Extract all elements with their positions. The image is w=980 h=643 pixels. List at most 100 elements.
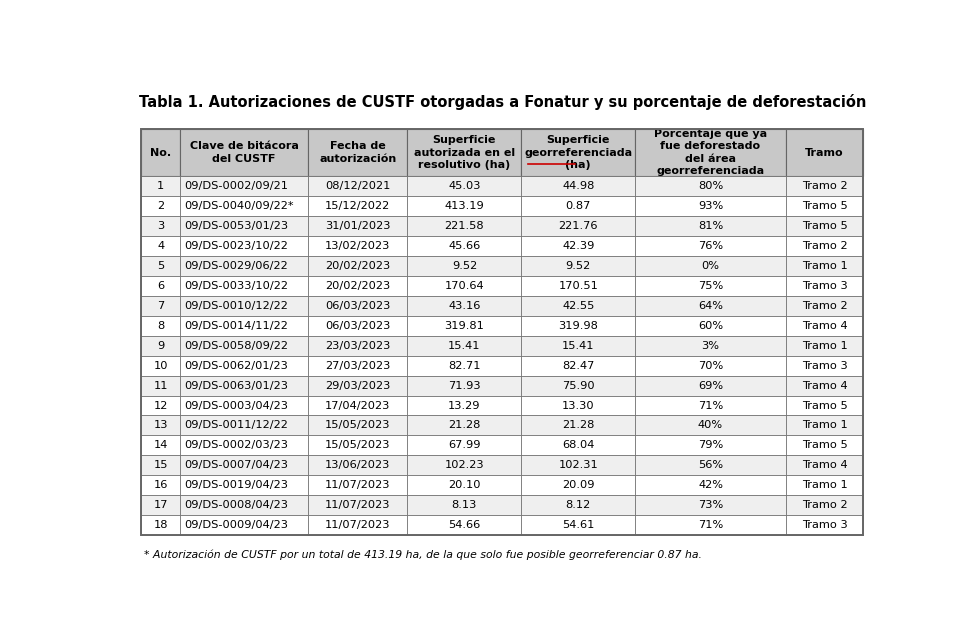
Bar bbox=[635, 356, 786, 376]
Bar bbox=[141, 395, 179, 415]
Text: 21.28: 21.28 bbox=[448, 421, 480, 430]
Text: 93%: 93% bbox=[698, 201, 723, 211]
Text: Porcentaje que ya
fue deforestado
del área
georreferenciada: Porcentaje que ya fue deforestado del ár… bbox=[654, 129, 767, 176]
Bar bbox=[408, 475, 521, 495]
Bar bbox=[141, 316, 179, 336]
Text: 71%: 71% bbox=[698, 401, 723, 410]
Text: Tramo 2: Tramo 2 bbox=[802, 500, 848, 511]
Text: 09/DS-0062/01/23: 09/DS-0062/01/23 bbox=[184, 361, 288, 370]
Text: 06/03/2023: 06/03/2023 bbox=[325, 301, 391, 311]
Bar bbox=[521, 276, 635, 296]
Text: Superficie
autorizada en el
resolutivo (ha): Superficie autorizada en el resolutivo (… bbox=[414, 135, 514, 170]
Bar bbox=[309, 256, 408, 276]
Bar bbox=[141, 356, 179, 376]
Bar bbox=[179, 196, 309, 216]
Bar bbox=[786, 336, 863, 356]
Text: 21.28: 21.28 bbox=[563, 421, 595, 430]
Bar bbox=[141, 196, 179, 216]
Bar bbox=[179, 415, 309, 435]
Text: Tramo 5: Tramo 5 bbox=[802, 401, 848, 410]
Text: Tramo 4: Tramo 4 bbox=[802, 460, 848, 470]
Text: 56%: 56% bbox=[698, 460, 723, 470]
Bar bbox=[635, 276, 786, 296]
Bar bbox=[179, 475, 309, 495]
Text: 8: 8 bbox=[157, 321, 165, 331]
Text: 45.03: 45.03 bbox=[448, 181, 480, 191]
Text: 14: 14 bbox=[154, 440, 168, 450]
Bar bbox=[309, 515, 408, 535]
Text: 170.51: 170.51 bbox=[559, 281, 598, 291]
Bar bbox=[786, 216, 863, 236]
Bar bbox=[179, 316, 309, 336]
Bar bbox=[141, 515, 179, 535]
Bar bbox=[408, 336, 521, 356]
Bar bbox=[141, 256, 179, 276]
Bar bbox=[179, 216, 309, 236]
Text: 16: 16 bbox=[154, 480, 168, 490]
Text: Clave de bitácora
del CUSTF: Clave de bitácora del CUSTF bbox=[189, 141, 299, 164]
Bar bbox=[635, 515, 786, 535]
Bar bbox=[309, 435, 408, 455]
Text: 1: 1 bbox=[157, 181, 165, 191]
Bar bbox=[179, 176, 309, 196]
Text: 40%: 40% bbox=[698, 421, 723, 430]
Text: 09/DS-0010/12/22: 09/DS-0010/12/22 bbox=[184, 301, 288, 311]
Bar bbox=[521, 196, 635, 216]
Text: 170.64: 170.64 bbox=[445, 281, 484, 291]
Bar bbox=[309, 196, 408, 216]
Text: 70%: 70% bbox=[698, 361, 723, 370]
Bar bbox=[179, 256, 309, 276]
Text: 45.66: 45.66 bbox=[448, 241, 480, 251]
Bar bbox=[786, 176, 863, 196]
Bar bbox=[408, 495, 521, 515]
Bar bbox=[309, 376, 408, 395]
Bar bbox=[786, 356, 863, 376]
Text: 09/DS-0014/11/22: 09/DS-0014/11/22 bbox=[184, 321, 288, 331]
Text: 31/01/2023: 31/01/2023 bbox=[325, 221, 391, 231]
Bar bbox=[635, 395, 786, 415]
Text: 13/02/2023: 13/02/2023 bbox=[325, 241, 391, 251]
Bar bbox=[521, 256, 635, 276]
Text: 10: 10 bbox=[153, 361, 168, 370]
Text: Tramo 4: Tramo 4 bbox=[802, 321, 848, 331]
Bar bbox=[635, 475, 786, 495]
Text: 09/DS-0063/01/23: 09/DS-0063/01/23 bbox=[184, 381, 288, 390]
Text: 9.52: 9.52 bbox=[565, 261, 591, 271]
Text: 09/DS-0019/04/23: 09/DS-0019/04/23 bbox=[184, 480, 288, 490]
Bar bbox=[786, 236, 863, 256]
Bar bbox=[786, 475, 863, 495]
Bar bbox=[408, 176, 521, 196]
Bar bbox=[521, 176, 635, 196]
Bar bbox=[635, 495, 786, 515]
Bar bbox=[635, 236, 786, 256]
Bar bbox=[408, 276, 521, 296]
Text: 13.29: 13.29 bbox=[448, 401, 480, 410]
Text: 13: 13 bbox=[153, 421, 168, 430]
Text: 15.41: 15.41 bbox=[448, 341, 480, 350]
Bar bbox=[786, 395, 863, 415]
Text: 67.99: 67.99 bbox=[448, 440, 480, 450]
Text: 15/05/2023: 15/05/2023 bbox=[325, 421, 391, 430]
Bar bbox=[408, 216, 521, 236]
Bar bbox=[408, 356, 521, 376]
Text: 20/02/2023: 20/02/2023 bbox=[325, 261, 390, 271]
Text: 9.52: 9.52 bbox=[452, 261, 477, 271]
Bar bbox=[521, 455, 635, 475]
Bar bbox=[179, 236, 309, 256]
Bar bbox=[141, 455, 179, 475]
Text: 43.16: 43.16 bbox=[448, 301, 480, 311]
Text: Fecha de
autorización: Fecha de autorización bbox=[319, 141, 397, 164]
Text: 8.12: 8.12 bbox=[565, 500, 591, 511]
Text: 102.31: 102.31 bbox=[559, 460, 598, 470]
Bar bbox=[309, 296, 408, 316]
Bar bbox=[786, 455, 863, 475]
Bar bbox=[635, 129, 786, 176]
Bar bbox=[635, 435, 786, 455]
Text: 15/05/2023: 15/05/2023 bbox=[325, 440, 391, 450]
Text: 2: 2 bbox=[157, 201, 165, 211]
Bar bbox=[408, 196, 521, 216]
Text: Superficie
georreferenciada
(ha): Superficie georreferenciada (ha) bbox=[524, 135, 632, 170]
Bar bbox=[521, 356, 635, 376]
Bar bbox=[408, 376, 521, 395]
Text: 75.90: 75.90 bbox=[562, 381, 595, 390]
